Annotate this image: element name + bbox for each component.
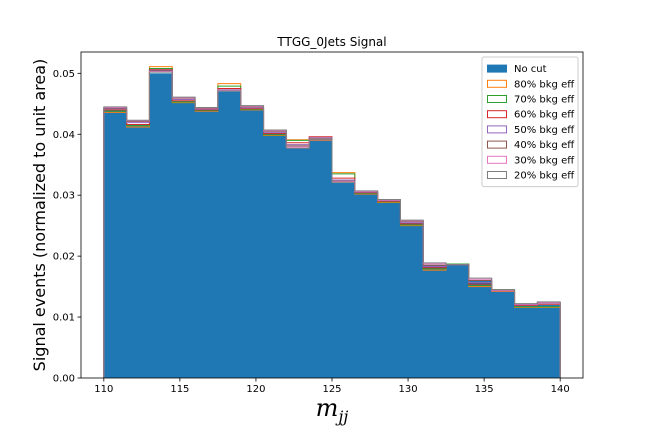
legend-item: 70% bkg eff [487,95,575,106]
legend-label: 80% bkg eff [514,79,575,90]
legend-item: 50% bkg eff [487,125,575,136]
legend-item: No cut [487,64,547,75]
legend-label: 70% bkg eff [514,95,575,106]
legend-item: 20% bkg eff [487,171,575,182]
y-tick-label: 0.01 [53,313,75,324]
legend-label: 50% bkg eff [514,125,575,136]
y-tick-label: 0.00 [53,374,75,385]
bar-no-cut [491,289,515,378]
bar-no-cut [217,91,242,378]
legend-swatch [487,171,507,179]
bar-no-cut [263,133,287,378]
chart-title: TTGG_0Jets Signal [276,35,386,49]
bar-no-cut [332,183,356,378]
y-axis-label: Signal events (normalized to unit area) [30,59,49,372]
bar-no-cut [423,265,447,378]
y-tick-label: 0.02 [53,252,75,263]
x-axis-label-base: m [316,394,339,422]
step-line [103,71,561,378]
bar-no-cut [377,201,401,378]
legend: No cut 80% bkg eff 70% bkg eff 60% bkg eff 5… [481,56,579,188]
x-tick-label: 110 [94,384,113,395]
x-tick-label: 130 [399,384,418,395]
bar-no-cut [286,148,310,378]
x-axis: 110 115 120 125 130 135 140 [94,378,570,395]
legend-box [481,56,579,188]
y-axis: 0.00 0.01 0.02 0.03 0.04 0.05 [53,69,81,385]
bar-no-cut [354,193,379,378]
x-tick-label: 125 [322,384,341,395]
bar-no-cut [195,109,219,378]
legend-swatch [487,125,507,134]
legend-label: No cut [514,64,547,75]
legend-label: 20% bkg eff [514,171,575,182]
x-tick-label: 140 [551,384,570,395]
legend-label: 30% bkg eff [514,155,575,166]
y-tick-label: 0.03 [53,191,75,202]
x-axis-label: mjj [316,394,349,426]
y-tick-label: 0.05 [53,69,75,80]
legend-item: 40% bkg eff [487,140,575,151]
bar-no-cut [240,108,264,378]
x-tick-label: 120 [246,384,265,395]
legend-swatch [487,110,507,119]
legend-label: 40% bkg eff [514,140,575,151]
bar-no-cut [103,109,128,378]
bar-no-cut [446,264,470,378]
legend-item: 80% bkg eff [487,79,575,90]
bar-no-cut [126,124,150,378]
bar-no-cut [309,139,333,378]
bar-no-cut [468,280,493,378]
legend-swatch [487,64,507,73]
legend-swatch [487,155,507,164]
legend-item: 30% bkg eff [487,155,575,166]
legend-item: 60% bkg eff [487,110,575,121]
legend-label: 60% bkg eff [514,110,575,121]
bar-no-cut [514,304,538,378]
plot-area [103,66,561,379]
series-no-cut [103,73,561,379]
bar-no-cut [172,100,196,378]
x-axis-label-subscript: jj [335,407,348,426]
legend-swatch [487,79,507,88]
legend-swatch [487,140,507,149]
legend-swatch [487,95,507,103]
x-tick-label: 135 [475,384,494,395]
x-tick-label: 115 [170,384,189,395]
y-tick-label: 0.04 [53,130,75,141]
series-20-bkg-eff [103,71,561,378]
bar-no-cut [149,73,173,379]
bar-no-cut [400,222,424,378]
bar-no-cut [537,304,561,378]
